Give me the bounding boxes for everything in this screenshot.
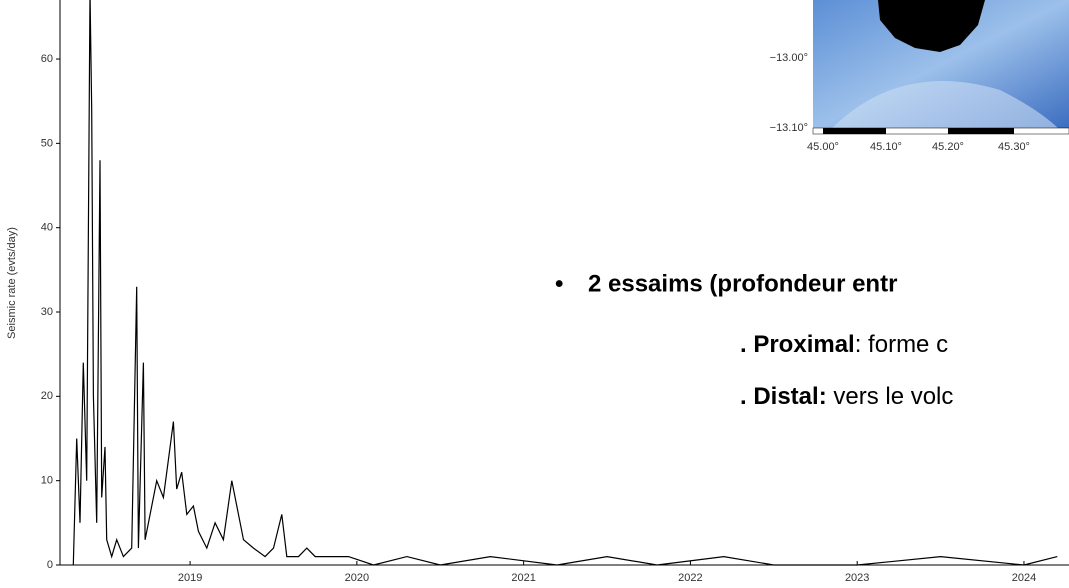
y-tick-label: 20	[41, 390, 53, 402]
x-tick-label: 2019	[178, 572, 202, 584]
y-tick-label: 0	[47, 559, 53, 571]
map-lon-label: 45.20°	[932, 141, 964, 153]
y-tick-label: 40	[41, 222, 53, 234]
y-tick-label: 60	[41, 53, 53, 65]
y-tick-label: 30	[41, 306, 53, 318]
y-tick-label: 10	[41, 475, 53, 487]
map-scale	[823, 128, 886, 134]
sub-item-label: . Proximal	[740, 331, 855, 358]
x-tick-label: 2020	[345, 572, 369, 584]
map-scale	[948, 128, 1014, 134]
x-tick-label: 2021	[511, 572, 535, 584]
map-lon-label: 45.30°	[998, 141, 1030, 153]
slide: −13.00° −13.10° 45.00° 45.10° 45.20° 45.…	[0, 0, 1069, 588]
bullets: • 2 essaims (profondeur entr . Proximal:…	[555, 270, 953, 410]
map-lon-label: 45.10°	[870, 141, 902, 153]
sub-item-text: vers le volc	[827, 383, 954, 410]
bullet-marker: •	[555, 270, 563, 297]
map-inset: −13.00° −13.10° 45.00° 45.10° 45.20° 45.…	[770, 0, 1069, 153]
map-lat-label: −13.10°	[770, 122, 808, 134]
x-tick-label: 2023	[845, 572, 869, 584]
y-axis-title: Seismic rate (evts/day)	[6, 227, 18, 339]
bullet-text: 2 essaims (profondeur entr	[588, 270, 897, 297]
sub-item: . Proximal: forme c	[740, 331, 948, 358]
x-tick-label: 2022	[678, 572, 702, 584]
map-lon-label: 45.00°	[807, 141, 839, 153]
x-tick-label: 2024	[1012, 572, 1036, 584]
map-lat-label: −13.00°	[770, 52, 808, 64]
sub-item-text: : forme c	[855, 331, 948, 358]
sub-item-label: . Distal:	[740, 383, 827, 410]
y-tick-label: 50	[41, 137, 53, 149]
sub-item: . Distal: vers le volc	[740, 383, 953, 410]
